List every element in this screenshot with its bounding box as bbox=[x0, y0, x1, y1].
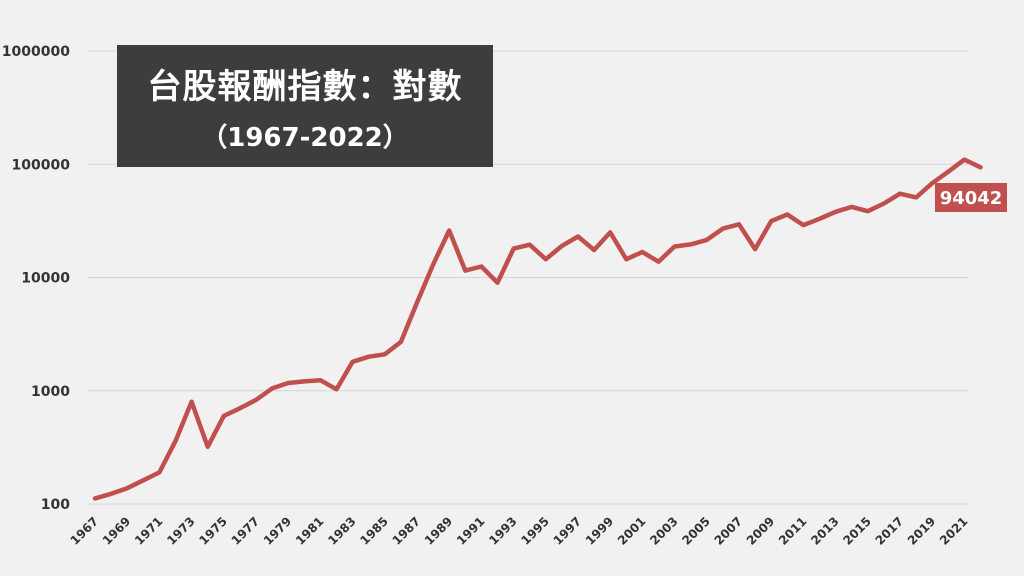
x-tick-label: 2001 bbox=[615, 514, 649, 548]
x-tick-label: 1985 bbox=[357, 514, 391, 548]
x-tick-label: 1983 bbox=[325, 514, 359, 548]
x-tick-label: 2011 bbox=[776, 514, 810, 548]
x-tick-label: 1981 bbox=[293, 514, 327, 548]
end-value-badge-bg bbox=[935, 183, 1007, 212]
y-tick-label: 1000 bbox=[31, 384, 70, 400]
x-tick-label: 1989 bbox=[422, 514, 456, 548]
series-line-path bbox=[92, 157, 983, 501]
x-tick-label: 1991 bbox=[454, 514, 488, 548]
x-tick-label: 1977 bbox=[229, 514, 263, 548]
x-tick-label: 2007 bbox=[712, 514, 746, 548]
x-tick-label: 2003 bbox=[647, 514, 681, 548]
end-value-label: 94042 bbox=[940, 188, 1003, 209]
x-tick-label: 1995 bbox=[518, 514, 552, 548]
chart-title: 台股報酬指數：對數 bbox=[147, 67, 463, 107]
x-tick-label: 1969 bbox=[100, 514, 134, 548]
y-tick-label: 100 bbox=[41, 497, 70, 513]
x-tick-label: 1975 bbox=[196, 514, 230, 548]
x-tick-label: 2015 bbox=[840, 514, 874, 548]
y-tick-label: 100000 bbox=[12, 157, 71, 173]
x-tick-label: 1967 bbox=[68, 514, 102, 548]
x-tick-label: 2005 bbox=[679, 514, 713, 548]
series-line bbox=[92, 157, 983, 501]
y-tick-label: 10000 bbox=[21, 271, 70, 287]
x-tick-label: 2017 bbox=[873, 514, 907, 548]
end-value-badge: 94042 bbox=[935, 183, 1007, 212]
x-tick-label: 2009 bbox=[744, 514, 778, 548]
y-tick-label: 1000000 bbox=[2, 44, 70, 60]
x-tick-label: 1997 bbox=[551, 514, 585, 548]
y-axis-ticks: 100 1000 10000 100000 1000000 bbox=[2, 44, 70, 513]
x-tick-label: 2013 bbox=[808, 514, 842, 548]
chart-subtitle: （1967-2022） bbox=[201, 123, 409, 153]
x-tick-label: 1971 bbox=[132, 514, 166, 548]
x-tick-label: 1973 bbox=[164, 514, 198, 548]
x-axis-ticks: 1967196919711973197519771979198119831985… bbox=[68, 514, 971, 548]
x-tick-label: 1987 bbox=[390, 514, 424, 548]
x-tick-label: 1979 bbox=[261, 514, 295, 548]
x-tick-label: 2021 bbox=[937, 514, 971, 548]
x-tick-label: 2019 bbox=[905, 514, 939, 548]
x-tick-label: 1993 bbox=[486, 514, 520, 548]
x-tick-label: 1999 bbox=[583, 514, 617, 548]
title-box: 台股報酬指數：對數 （1967-2022） bbox=[117, 45, 493, 167]
